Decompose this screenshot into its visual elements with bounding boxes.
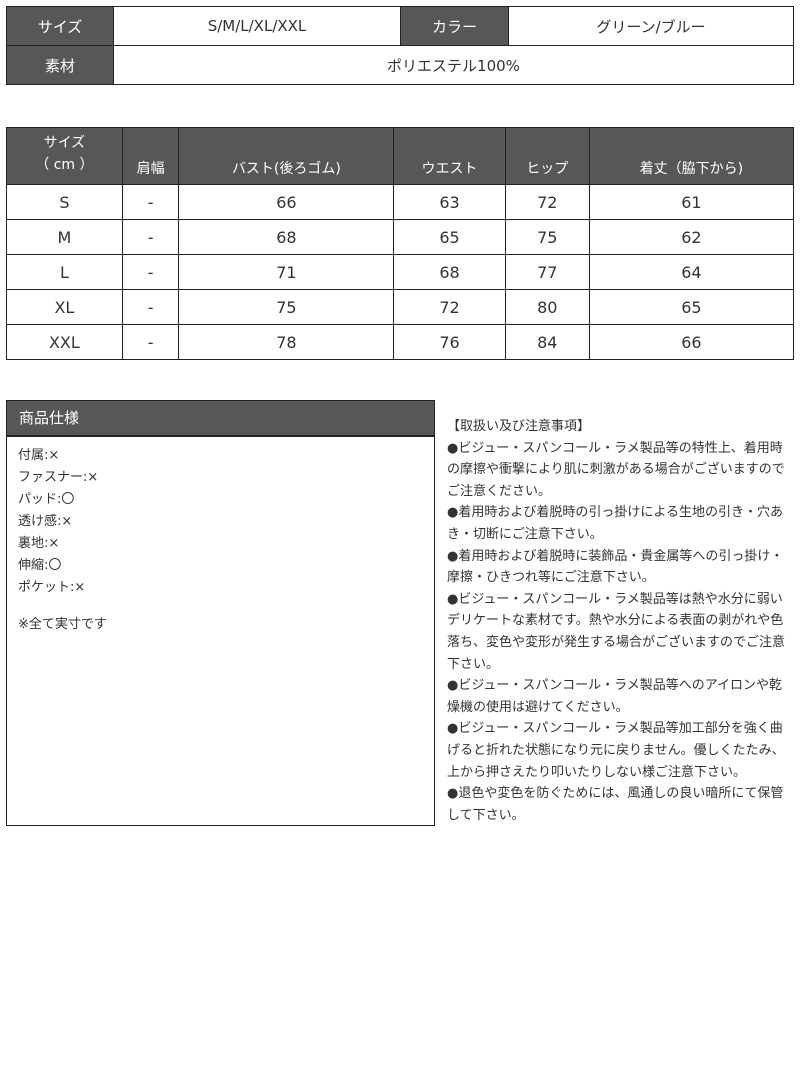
table-cell: L [6, 254, 123, 290]
table-cell: S [6, 184, 123, 220]
table-cell: - [121, 219, 180, 255]
table-row: S -66 63 72 61 [6, 184, 795, 220]
table-cell: 68 [178, 219, 395, 255]
column-header: ウエスト [393, 127, 506, 185]
material-value: ポリエステル100% [113, 45, 794, 85]
spec-item: 透け感:× [18, 514, 73, 529]
table-cell: 75 [178, 289, 395, 325]
table-cell: - [121, 254, 180, 290]
spec-item: ポケット:× [18, 580, 86, 595]
table-cell: 78 [178, 324, 395, 360]
care-item: ●ビジュー・スパンコール・ラメ製品等の特性上、着用時の摩擦や衝撃により肌に刺激が… [447, 440, 785, 499]
column-header: ヒップ [504, 127, 590, 185]
table-cell: XXL [6, 324, 123, 360]
table-cell: 75 [504, 219, 590, 255]
table-cell: 66 [588, 324, 795, 360]
column-header: バスト(後ろゴム) [178, 127, 395, 185]
care-item: ●ビジュー・スパンコール・ラメ製品等加工部分を強く曲げると折れた状態になり元に戻… [447, 721, 785, 780]
table-cell: 62 [588, 219, 795, 255]
color-value: グリーン/ブルー [508, 6, 794, 46]
product-spec-box: 商品仕様 付属:× ファスナー:× パッド:〇透け感:× 裏地:× 伸縮:〇ポケット:×… [6, 400, 435, 826]
table-cell: 63 [393, 184, 506, 220]
care-title: 【取扱い及び注意事項】 [447, 419, 591, 434]
spec-title: 商品仕様 [7, 401, 434, 437]
size-value: S/M/L/XL/XXL [113, 6, 401, 46]
size-label: サイズ [6, 6, 114, 46]
table-cell: M [6, 219, 123, 255]
care-item: ●退色や変色を防ぐためには、風通しの良い暗所にて保管して下さい。 [447, 786, 784, 823]
column-header: 着丈（脇下から) [588, 127, 795, 185]
table-cell: 68 [393, 254, 506, 290]
table-cell: 72 [504, 184, 590, 220]
table-cell: 71 [178, 254, 395, 290]
spec-item: 付属:× [18, 448, 60, 463]
table-cell: 61 [588, 184, 795, 220]
table-cell: - [121, 184, 180, 220]
material-label: 素材 [6, 45, 114, 85]
table-cell: 84 [504, 324, 590, 360]
table-row: XL -75 72 80 65 [6, 289, 795, 325]
spec-note: ※全て実寸です [18, 617, 107, 632]
table-cell: 80 [504, 289, 590, 325]
table-cell: XL [6, 289, 123, 325]
table-cell: - [121, 324, 180, 360]
color-label: カラー [400, 6, 509, 46]
spec-item: ファスナー:× [18, 470, 99, 485]
spec-item: 裏地:× [18, 536, 60, 551]
column-header: 肩幅 [121, 127, 180, 185]
table-row: M -68 65 75 62 [6, 219, 795, 255]
care-item: ●ビジュー・スパンコール・ラメ製品等へのアイロンや乾燥機の使用は避けてください。 [447, 678, 783, 715]
table-cell: 76 [393, 324, 506, 360]
table-cell: 72 [393, 289, 506, 325]
column-header: サイズ （ cm ） [6, 127, 123, 185]
care-item: ●着用時および着脱時に装飾品・貴金属等への引っ掛け・摩擦・ひきつれ等にご注意下さ… [447, 548, 784, 586]
product-info-table: サイズ S/M/L/XL/XXL カラー グリーン/ブルー 素材 ポリエステル1… [6, 6, 794, 85]
table-cell: 65 [588, 289, 795, 325]
table-row: L -71 68 77 64 [6, 254, 795, 290]
table-cell: - [121, 289, 180, 325]
table-cell: 66 [178, 184, 395, 220]
spec-list: 付属:× ファスナー:× パッド:〇透け感:× 裏地:× 伸縮:〇ポケット:× [18, 445, 434, 599]
care-notes: 【取扱い及び注意事項】 ●ビジュー・スパンコール・ラメ製品等の特性上、着用時の摩… [447, 416, 795, 826]
table-cell: 65 [393, 219, 506, 255]
table-row: XXL -78 76 84 66 [6, 324, 795, 360]
spec-item: パッド:〇 [18, 492, 75, 507]
size-chart-table: サイズ （ cm ）肩幅 バスト(後ろゴム) ウエスト ヒップ 着丈（脇下から) S-6… [6, 127, 795, 360]
care-item: ●着用時および着脱時の引っ掛けによる生地の引き・穴あき・切断にご注意下さい。 [447, 505, 783, 542]
care-item: ●ビジュー・スパンコール・ラメ製品等は熱や水分に弱いデリケートな素材です。熱や水… [447, 591, 786, 672]
table-cell: 64 [588, 254, 795, 290]
spec-item: 伸縮:〇 [18, 558, 62, 573]
table-cell: 77 [504, 254, 590, 290]
